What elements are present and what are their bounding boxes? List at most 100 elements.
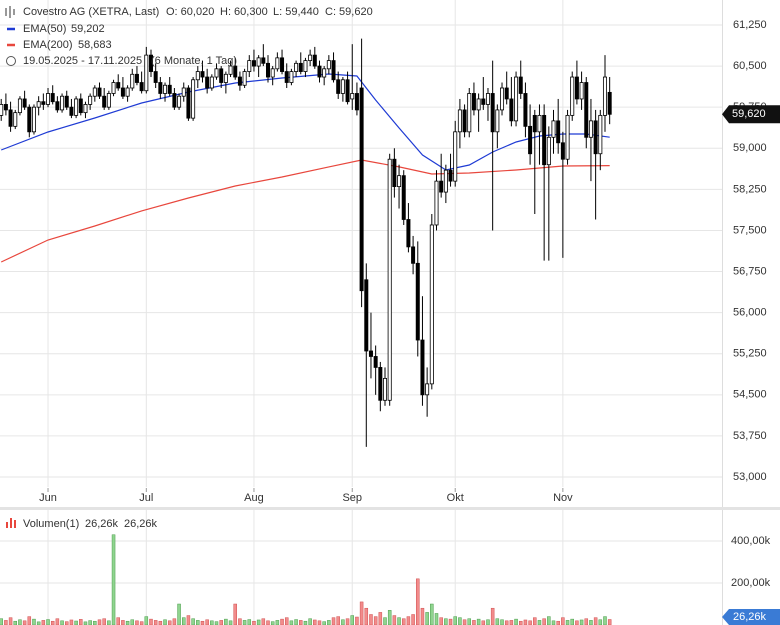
volume-bar bbox=[182, 617, 186, 625]
y-tick-label: 56,000 bbox=[733, 307, 767, 319]
y-tick-label: 53,000 bbox=[733, 471, 767, 483]
volume-bar bbox=[55, 618, 60, 625]
candle-body bbox=[368, 350, 373, 357]
candle-body bbox=[130, 73, 135, 89]
volume-bar bbox=[111, 534, 116, 625]
candle-body bbox=[471, 93, 476, 111]
candle-body bbox=[308, 54, 313, 61]
candle-body bbox=[233, 65, 238, 78]
volume-bar bbox=[172, 618, 177, 625]
volume-bar bbox=[102, 618, 106, 625]
volume-bar bbox=[472, 620, 476, 625]
candle-body bbox=[8, 109, 13, 127]
volume-bar bbox=[430, 603, 434, 625]
last-volume-tag bbox=[722, 609, 780, 625]
volume-bar bbox=[406, 616, 411, 625]
volume-bar bbox=[256, 619, 261, 625]
candle-body bbox=[148, 54, 153, 72]
candle-body bbox=[223, 73, 228, 83]
candle-body bbox=[60, 95, 65, 111]
volume-bar bbox=[416, 578, 420, 625]
volume-bar bbox=[598, 619, 603, 625]
legend-value: 58,683 bbox=[78, 39, 112, 51]
volume-bar bbox=[373, 616, 378, 625]
last-price-tag bbox=[722, 105, 780, 124]
volume-bar bbox=[500, 619, 504, 625]
candle-body bbox=[209, 76, 214, 89]
volume-bar bbox=[252, 620, 256, 625]
volume-bar bbox=[327, 620, 331, 625]
volume-bar bbox=[528, 620, 532, 625]
legend-value: 59,202 bbox=[71, 23, 105, 35]
candle-body bbox=[102, 95, 107, 108]
candle-body bbox=[205, 76, 210, 89]
volume-bar bbox=[589, 620, 593, 625]
candle-body bbox=[340, 79, 345, 94]
x-tick-label: Nov bbox=[553, 492, 573, 504]
candle-body bbox=[289, 71, 294, 83]
volume-bar bbox=[490, 607, 495, 625]
candle-body bbox=[139, 82, 144, 92]
header-icon bbox=[5, 6, 15, 18]
candle-body bbox=[453, 131, 458, 182]
candle-body bbox=[607, 91, 612, 115]
candle-body bbox=[195, 71, 200, 81]
candle-body bbox=[560, 142, 565, 160]
y-tick-label: 57,500 bbox=[733, 224, 767, 236]
legend-label: EMA(200) bbox=[23, 39, 73, 51]
candle-body bbox=[74, 98, 79, 116]
volume-bar bbox=[64, 621, 69, 625]
candle-body bbox=[64, 95, 69, 108]
volume-bar bbox=[444, 618, 448, 625]
candle-body bbox=[97, 87, 102, 97]
candle-body bbox=[546, 136, 551, 166]
volume-bar bbox=[593, 617, 598, 625]
candle-body bbox=[111, 82, 116, 94]
y-tick-label: 56,750 bbox=[733, 265, 767, 277]
candle-body bbox=[518, 76, 523, 94]
candle-body bbox=[420, 339, 425, 396]
candle-body bbox=[378, 367, 383, 401]
y-tick-label: 61,250 bbox=[733, 19, 767, 31]
volume-bar bbox=[565, 620, 570, 625]
candle-body bbox=[41, 101, 46, 105]
volume-bar bbox=[247, 619, 252, 625]
candle-body bbox=[3, 104, 8, 111]
volume-bar bbox=[238, 618, 242, 625]
y-tick-label: 60,500 bbox=[733, 60, 767, 72]
candle-body bbox=[443, 169, 448, 193]
volume-bar bbox=[458, 617, 462, 625]
candle-body bbox=[532, 114, 537, 133]
candle-body bbox=[312, 54, 317, 67]
candle-body bbox=[186, 87, 191, 119]
volume-bar bbox=[303, 620, 308, 625]
volume-bar bbox=[0, 618, 3, 625]
candle-body bbox=[46, 93, 51, 105]
candle-body bbox=[481, 98, 486, 105]
volume-bar bbox=[378, 612, 383, 625]
volume-bar bbox=[219, 620, 223, 625]
volume-bar bbox=[261, 618, 266, 625]
volume-bar bbox=[481, 620, 486, 625]
candle-body bbox=[542, 114, 547, 166]
volume-bar bbox=[88, 620, 92, 625]
candle-body bbox=[280, 57, 285, 72]
volume-bar bbox=[607, 619, 612, 625]
candle-body bbox=[125, 87, 130, 97]
volume-bar bbox=[533, 617, 537, 625]
candle-body bbox=[392, 158, 397, 188]
x-tick-label: Sep bbox=[342, 492, 362, 504]
candle-body bbox=[350, 93, 355, 100]
candle-body bbox=[247, 60, 252, 72]
volume-bar bbox=[401, 618, 406, 625]
volume-legend-value: 26,26k bbox=[85, 518, 119, 530]
candle-body bbox=[467, 93, 472, 133]
volume-bar bbox=[130, 619, 135, 625]
candle-body bbox=[579, 82, 584, 100]
volume-bar bbox=[294, 619, 298, 625]
candle-body bbox=[364, 279, 369, 352]
candle-body bbox=[504, 87, 509, 100]
volume-bar bbox=[214, 621, 219, 625]
volume-bar bbox=[107, 620, 111, 625]
